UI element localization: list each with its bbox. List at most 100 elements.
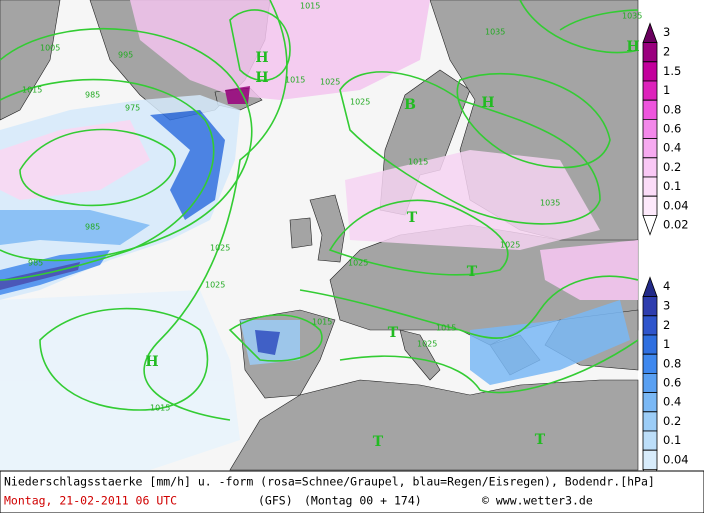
legends: 3 2 1.5 1 0.8 0.6 0.4 0.2 0.1 0.04 0.02 4 3 2 1 0.8 0.6 0… (642, 22, 689, 490)
snow-area (540, 240, 638, 300)
legend-swatch (642, 430, 658, 451)
legend-swatch (642, 80, 658, 101)
isobar-label: 1035 (485, 28, 505, 37)
isobar-label: 995 (118, 51, 133, 60)
isobar (328, 199, 509, 276)
legend-label: 0.1 (663, 179, 681, 193)
legend-swatch (642, 157, 658, 178)
legend-label: 0.02 (663, 218, 689, 232)
isobar-label: 1025 (350, 98, 370, 107)
legend-swatch (642, 119, 658, 139)
rain-light (0, 290, 240, 470)
legend-swatch (642, 61, 658, 82)
isobar (19, 128, 176, 207)
isobar-label: 1005 (40, 44, 60, 53)
isobar-label: 985 (85, 91, 100, 100)
isobar (228, 314, 323, 362)
legend-swatch (642, 315, 658, 336)
legend-label: 0.4 (663, 395, 681, 409)
snow-area (130, 0, 430, 100)
legend-label: 1.5 (663, 64, 681, 78)
canada (0, 0, 61, 121)
caption-model: (GFS) (258, 494, 293, 508)
legend-label: 0.4 (663, 141, 681, 155)
pressure-center: H (145, 354, 158, 370)
legend-label: 0.8 (663, 102, 681, 116)
italy (399, 329, 441, 381)
pressure-center: T (535, 432, 546, 448)
isobar-label: 1025 (417, 340, 437, 349)
legend-swatch (642, 99, 658, 120)
isobar (339, 71, 601, 225)
caption-run: (Montag 00 + 174) (304, 494, 422, 508)
isobars: 1015 1005 1015 1025 975 985 995 1015 985 985 1025 1… (0, 0, 642, 450)
ireland (289, 217, 313, 249)
snow-core (225, 86, 250, 104)
legend-swatch (642, 215, 658, 236)
pressure-center: H (255, 70, 268, 86)
pressure-center: H (255, 50, 268, 66)
pressure-center: T (407, 210, 418, 226)
isobar-label: 985 (85, 223, 100, 232)
rain-area (0, 210, 150, 245)
isobar-label: 1025 (205, 281, 225, 290)
isobar-label: 1035 (622, 12, 642, 21)
legend-swatch (642, 373, 658, 393)
legend-label: 0.1 (663, 433, 681, 447)
legend-swatch (642, 138, 658, 159)
legend-swatch (642, 411, 658, 432)
pressure-center: B (404, 97, 416, 113)
isobar (456, 72, 611, 169)
legend-swatch (642, 392, 658, 413)
pressure-center: H (481, 95, 494, 111)
isobar-label: 1015 (150, 404, 170, 413)
rain-band-core (0, 262, 80, 290)
legend-label: 0.04 (663, 452, 689, 466)
legend-swatch (642, 449, 658, 470)
legend-label: 1 (663, 83, 670, 97)
pressure-center: H (626, 39, 639, 55)
legend-label: 2 (663, 318, 670, 332)
rain-area (470, 300, 630, 385)
legend-label: 0.8 (663, 356, 681, 370)
africa (229, 379, 639, 471)
isobar-label: 1025 (500, 241, 520, 250)
pressure-center: T (388, 325, 399, 341)
legend-label: 4 (663, 279, 670, 293)
legend-label: 0.6 (663, 122, 681, 136)
legend-label: 2 (663, 45, 670, 59)
isobar (519, 0, 639, 54)
legend-label: 0.6 (663, 376, 681, 390)
isobar (0, 78, 215, 281)
snow-area (0, 120, 150, 200)
isobar (0, 28, 253, 262)
isobar (299, 275, 639, 339)
isobar-label: 1025 (348, 259, 368, 268)
caption-date: Montag, 21-02-2011 06 UTC (4, 494, 177, 508)
isobar (229, 9, 291, 82)
isobar-label: 1035 (540, 199, 560, 208)
rain-core (255, 330, 280, 355)
isobar-label: 1025 (210, 244, 230, 253)
pressure-center: T (467, 264, 478, 280)
legend-label: 0.04 (663, 198, 689, 212)
isobar-label: 1015 (22, 86, 42, 95)
legend-label: 0.2 (663, 160, 681, 174)
legend-swatch (642, 276, 658, 297)
isobar-label: 1015 (285, 76, 305, 85)
legend-label: 3 (663, 25, 670, 39)
legend-swatch (642, 22, 658, 43)
legend-label: 0.2 (663, 414, 681, 428)
isobar-label: 985 (28, 259, 43, 268)
caption-box (0, 470, 704, 514)
rain-core (150, 110, 225, 220)
legend-swatch (642, 42, 658, 63)
legend-swatch (642, 334, 658, 355)
caption-site: © www.wetter3.de (482, 494, 593, 508)
legend-swatch (642, 195, 658, 216)
isobar-label: 1015 (436, 324, 456, 333)
britain (309, 194, 346, 263)
isobar (143, 0, 288, 421)
isobar (39, 307, 209, 411)
